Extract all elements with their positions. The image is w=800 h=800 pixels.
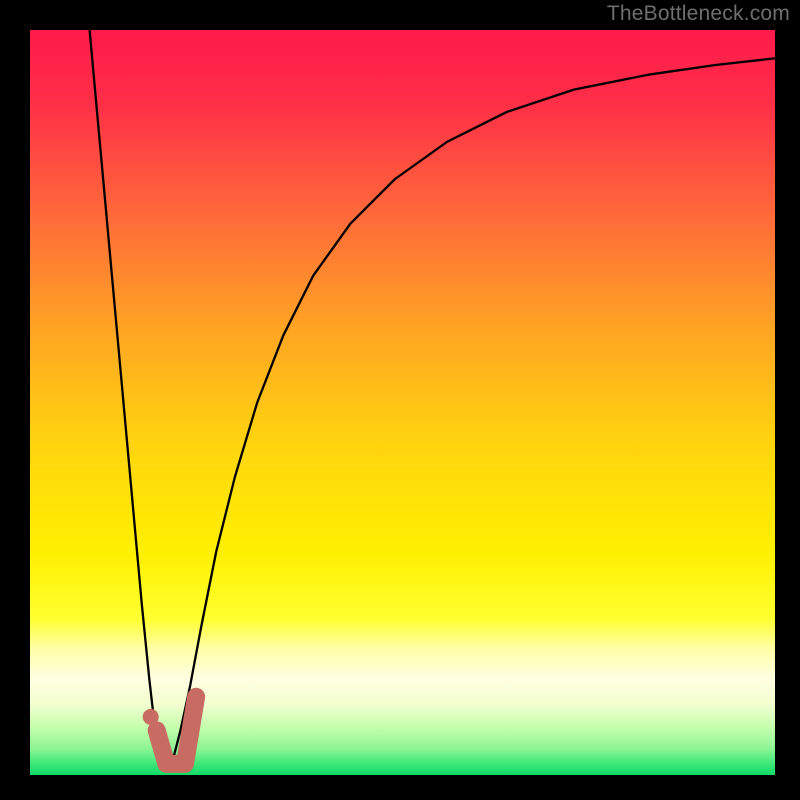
plot-background — [30, 30, 775, 775]
chart-stage: TheBottleneck.com — [0, 0, 800, 800]
bottleneck-chart — [0, 0, 800, 800]
checkmark-dot — [143, 709, 159, 725]
